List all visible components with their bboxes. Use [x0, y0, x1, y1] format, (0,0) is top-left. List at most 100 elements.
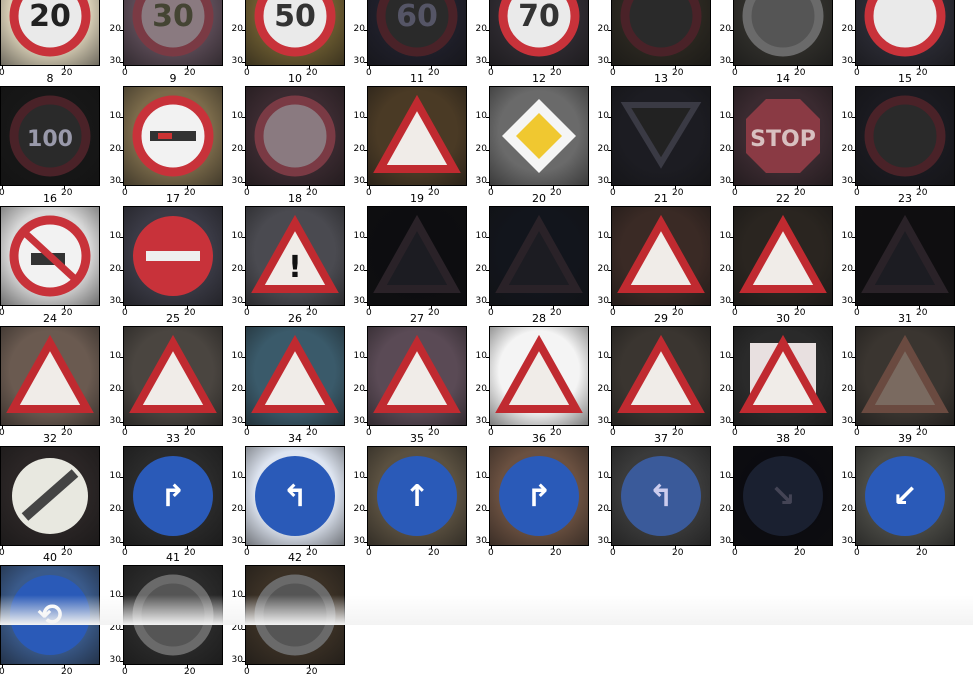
y-tick-label: 10	[349, 0, 365, 1]
subplot-title: 32	[43, 432, 57, 445]
y-tick-mark	[608, 542, 611, 543]
subplot-title: 10	[288, 72, 302, 85]
x-tick-label: 0	[244, 68, 250, 78]
y-tick-mark	[852, 237, 855, 238]
subplot-cell: 26 10 20 30 0 20	[232, 313, 367, 446]
x-tick-mark	[64, 546, 65, 549]
y-tick-label: 10	[475, 351, 487, 361]
x-tick-label: 0	[0, 428, 5, 438]
y-tick-label: 10	[841, 111, 853, 121]
x-tick-mark	[369, 546, 370, 549]
subplot-title: 31	[898, 312, 912, 325]
subplot-image: ↱	[123, 446, 223, 546]
y-tick-mark	[120, 477, 123, 478]
y-tick-label: 10	[837, 0, 853, 1]
y-tick-label: 30	[841, 416, 853, 426]
subplot-title: 24	[43, 312, 57, 325]
x-tick-mark	[491, 186, 492, 189]
subplot-title: 11	[410, 72, 424, 85]
y-tick-mark	[120, 422, 123, 423]
subplot-cell: 13 10 20 30 0 20	[598, 73, 733, 206]
x-tick-label: 0	[488, 188, 494, 198]
y-tick-label: 30	[597, 416, 609, 426]
x-tick-mark	[553, 66, 554, 69]
x-tick-mark	[64, 665, 65, 668]
subplot-image: STOP	[733, 86, 833, 186]
subplot-title: 39	[898, 432, 912, 445]
x-tick-mark	[553, 546, 554, 549]
x-tick-mark	[247, 546, 248, 549]
subplot-cell: 8 100 0 20	[0, 73, 122, 206]
y-tick-mark	[242, 596, 245, 597]
x-tick-mark	[125, 306, 126, 309]
y-tick-label: 10	[841, 351, 853, 361]
y-tick-label: 30	[353, 176, 365, 186]
y-tick-label: 30	[353, 536, 365, 546]
y-tick-mark	[120, 150, 123, 151]
x-tick-label: 20	[550, 428, 562, 438]
y-tick-label: 30	[841, 296, 853, 306]
x-tick-label: 20	[794, 188, 806, 198]
subplot-cell: 20 0 20	[0, 0, 122, 86]
x-tick-mark	[369, 66, 370, 69]
y-tick-mark	[608, 357, 611, 358]
y-tick-mark	[242, 237, 245, 238]
subplot-image	[367, 326, 467, 426]
subplot-cell: 25 10 20 30 0 20	[110, 313, 245, 446]
sign-glyph	[861, 334, 949, 413]
subplot-title: 29	[654, 312, 668, 325]
subplot-title: 37	[654, 432, 668, 445]
y-tick-label: 10	[109, 111, 121, 121]
y-tick-label: 30	[353, 416, 365, 426]
subplot-cell: 36 ↱ 10 20 30 0 20	[476, 433, 611, 566]
y-tick-mark	[730, 30, 733, 31]
x-tick-mark	[187, 546, 188, 549]
sign-label: 30	[152, 0, 194, 34]
sign-glyph: !	[251, 214, 339, 293]
subplot-image: 20	[0, 0, 100, 66]
subplot-cell: 42 10 20 30 0 20	[232, 552, 367, 685]
subplot-title: 40	[43, 551, 57, 564]
y-tick-mark	[852, 510, 855, 511]
subplot-title: 27	[410, 312, 424, 325]
y-tick-mark	[120, 510, 123, 511]
x-tick-mark	[247, 306, 248, 309]
y-tick-mark	[730, 542, 733, 543]
x-tick-label: 20	[61, 428, 73, 438]
subplot-cell: 39 ↙ 10 20 30 0 20	[842, 433, 973, 566]
subplot-image: ↘	[733, 446, 833, 546]
y-tick-label: 30	[597, 176, 609, 186]
y-tick-label: 30	[719, 56, 731, 66]
x-tick-mark	[919, 546, 920, 549]
x-tick-label: 0	[366, 188, 372, 198]
x-tick-label: 0	[610, 548, 616, 558]
subplot-cell: 29 10 20 30 0 20	[598, 313, 733, 446]
y-tick-mark	[486, 510, 489, 511]
y-tick-mark	[486, 302, 489, 303]
y-tick-label: 10	[719, 351, 731, 361]
y-tick-mark	[730, 390, 733, 391]
x-tick-label: 20	[794, 548, 806, 558]
y-tick-label: 20	[231, 504, 243, 514]
x-tick-mark	[797, 66, 798, 69]
subplot-image: ⟲	[0, 565, 100, 665]
subplot-image	[855, 86, 955, 186]
y-tick-label: 20	[109, 144, 121, 154]
sign-glyph: ⟲	[10, 575, 90, 655]
x-tick-label: 20	[184, 548, 196, 558]
y-tick-mark	[730, 182, 733, 183]
sign-glyph: 30	[132, 0, 214, 57]
y-tick-label: 20	[109, 24, 121, 34]
y-tick-mark	[120, 270, 123, 271]
x-tick-label: 20	[916, 188, 928, 198]
y-tick-label: 30	[109, 56, 121, 66]
subplot-title: 18	[288, 192, 302, 205]
x-tick-label: 0	[854, 428, 860, 438]
y-tick-label: 30	[841, 56, 853, 66]
sign-glyph	[12, 458, 88, 534]
subplot-cell: 31 10 20 30 0 20	[842, 313, 973, 446]
y-tick-mark	[120, 237, 123, 238]
sign-label: ↱	[160, 479, 185, 514]
sign-label: ↰	[648, 479, 673, 514]
